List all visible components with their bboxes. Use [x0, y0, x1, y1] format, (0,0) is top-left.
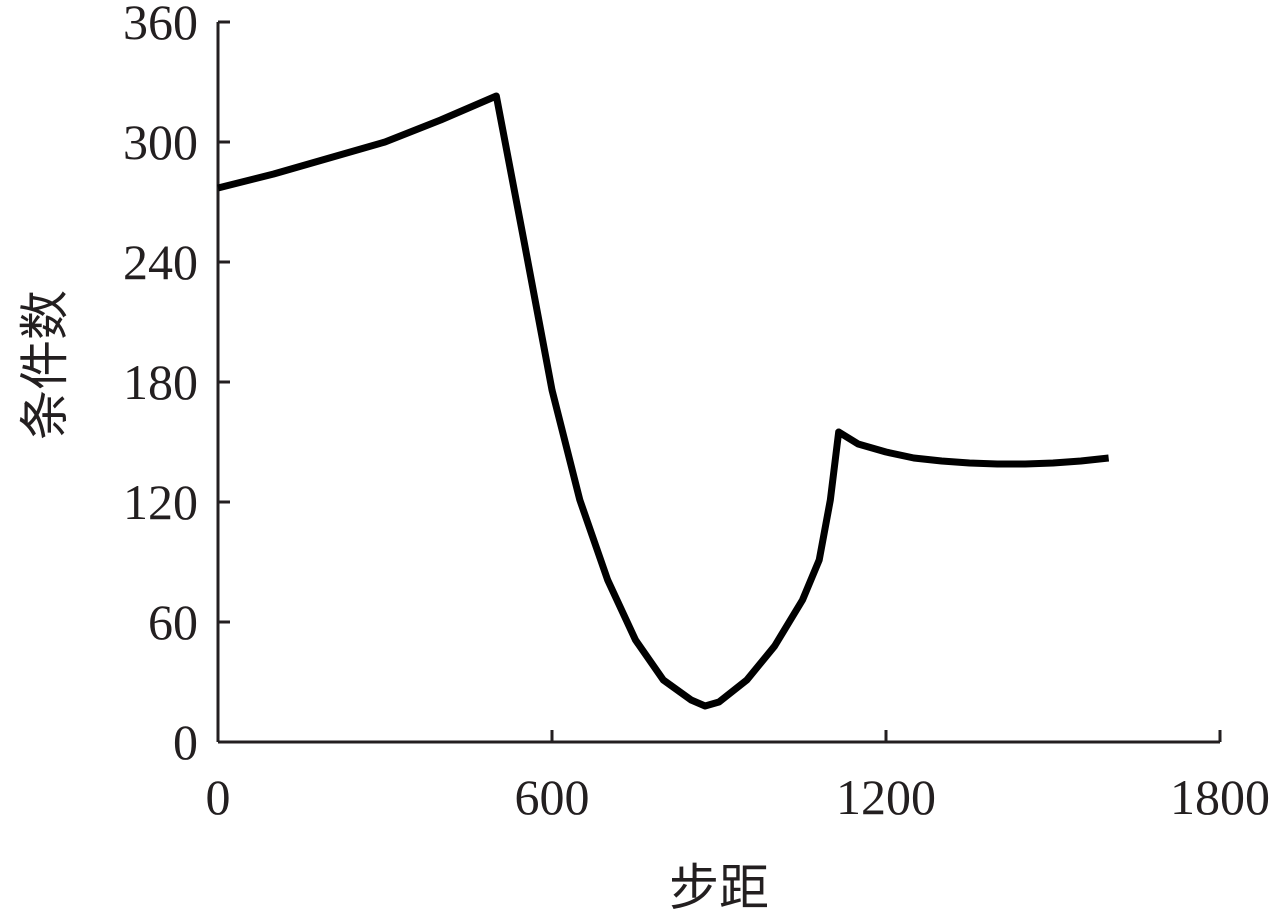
y-tick-label: 360 [123, 0, 198, 50]
y-tick-label: 300 [123, 114, 198, 170]
x-axis-label: 步距 [669, 860, 769, 916]
y-tick-label: 240 [123, 234, 198, 290]
y-tick-label: 60 [148, 594, 198, 650]
x-tick-label: 0 [206, 769, 231, 825]
data-line [217, 92, 1110, 710]
y-tick-label: 120 [123, 474, 198, 530]
y-axis-label: 条件数 [17, 290, 73, 440]
x-tick-label: 1200 [836, 769, 936, 825]
y-tick-label: 180 [123, 354, 198, 410]
y-tick-label: 0 [173, 714, 198, 770]
x-tick-label: 1800 [1170, 769, 1270, 825]
x-tick-label: 600 [515, 769, 590, 825]
